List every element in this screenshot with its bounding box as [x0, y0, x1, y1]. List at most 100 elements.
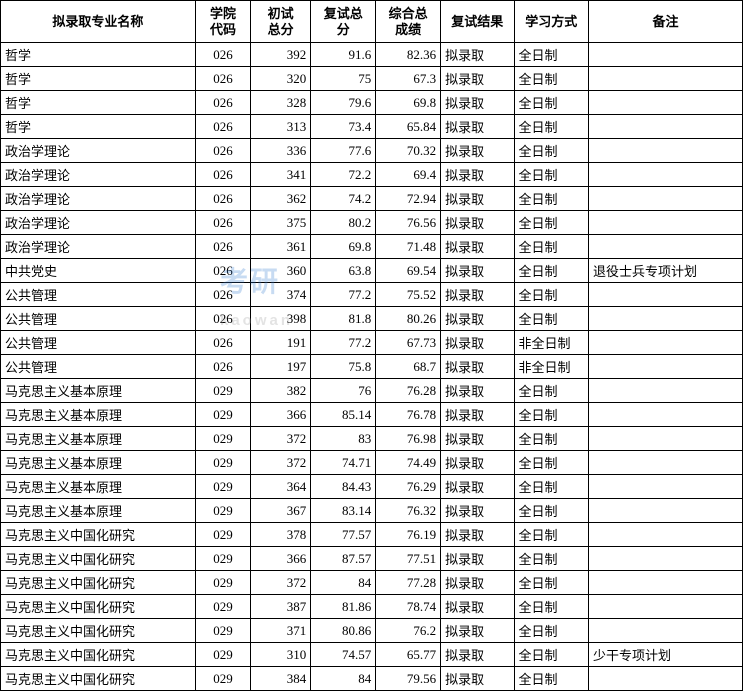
table-cell: 71.48: [376, 235, 441, 259]
table-cell: 029: [195, 667, 250, 691]
table-cell: 马克思主义中国化研究: [1, 595, 196, 619]
table-cell: 72.94: [376, 187, 441, 211]
table-cell: 拟录取: [441, 235, 514, 259]
table-row: 马克思主义中国化研究02938781.8678.74拟录取全日制: [1, 595, 743, 619]
table-cell: 67.3: [376, 67, 441, 91]
table-cell: 拟录取: [441, 43, 514, 67]
table-cell: 361: [251, 235, 311, 259]
table-cell: 政治学理论: [1, 211, 196, 235]
table-cell: 026: [195, 43, 250, 67]
table-body: 哲学02639291.682.36拟录取全日制哲学0263207567.3拟录取…: [1, 43, 743, 691]
table-cell: 全日制: [514, 163, 589, 187]
table-cell: 77.2: [311, 283, 376, 307]
table-cell: 029: [195, 571, 250, 595]
table-cell: 马克思主义基本原理: [1, 427, 196, 451]
table-cell: 拟录取: [441, 283, 514, 307]
table-cell: 82.36: [376, 43, 441, 67]
table-cell: 少干专项计划: [589, 643, 743, 667]
table-cell: 364: [251, 475, 311, 499]
table-cell: 拟录取: [441, 595, 514, 619]
table-cell: [589, 283, 743, 307]
table-cell: 029: [195, 595, 250, 619]
table-cell: 197: [251, 355, 311, 379]
table-cell: [589, 595, 743, 619]
table-row: 马克思主义中国化研究0293728477.28拟录取全日制: [1, 571, 743, 595]
table-cell: 320: [251, 67, 311, 91]
table-cell: 全日制: [514, 139, 589, 163]
table-cell: 69.8: [311, 235, 376, 259]
table-cell: 029: [195, 523, 250, 547]
table-row: 公共管理02619177.267.73拟录取非全日制: [1, 331, 743, 355]
table-cell: 67.73: [376, 331, 441, 355]
table-row: 中共党史02636063.869.54拟录取全日制退役士兵专项计划: [1, 259, 743, 283]
table-cell: 029: [195, 475, 250, 499]
table-cell: 026: [195, 91, 250, 115]
table-cell: 马克思主义基本原理: [1, 499, 196, 523]
table-cell: 026: [195, 259, 250, 283]
table-cell: 拟录取: [441, 355, 514, 379]
table-cell: 拟录取: [441, 91, 514, 115]
table-cell: 026: [195, 283, 250, 307]
table-cell: 70.32: [376, 139, 441, 163]
table-cell: 拟录取: [441, 523, 514, 547]
table-cell: 公共管理: [1, 307, 196, 331]
table-cell: 政治学理论: [1, 139, 196, 163]
table-cell: 全日制: [514, 283, 589, 307]
table-cell: 69.54: [376, 259, 441, 283]
table-row: 哲学0263207567.3拟录取全日制: [1, 67, 743, 91]
table-cell: 029: [195, 379, 250, 403]
table-row: 政治学理论02636274.272.94拟录取全日制: [1, 187, 743, 211]
table-cell: 76.98: [376, 427, 441, 451]
table-cell: 029: [195, 451, 250, 475]
table-cell: 非全日制: [514, 331, 589, 355]
table-cell: 全日制: [514, 307, 589, 331]
table-cell: 80.2: [311, 211, 376, 235]
header-cell: 复试总分: [311, 1, 376, 43]
table-cell: 拟录取: [441, 667, 514, 691]
table-cell: 74.49: [376, 451, 441, 475]
table-cell: 73.4: [311, 115, 376, 139]
table-cell: 全日制: [514, 187, 589, 211]
table-cell: 029: [195, 547, 250, 571]
table-cell: 378: [251, 523, 311, 547]
table-cell: 026: [195, 187, 250, 211]
table-cell: 公共管理: [1, 283, 196, 307]
header-cell: 综合总成绩: [376, 1, 441, 43]
table-cell: 全日制: [514, 667, 589, 691]
table-cell: 83: [311, 427, 376, 451]
table-cell: 310: [251, 643, 311, 667]
table-cell: [589, 139, 743, 163]
table-cell: 84: [311, 571, 376, 595]
table-cell: 77.51: [376, 547, 441, 571]
table-cell: [589, 475, 743, 499]
table-row: 马克思主义基本原理02936685.1476.78拟录取全日制: [1, 403, 743, 427]
table-cell: 366: [251, 547, 311, 571]
table-row: 政治学理论02634172.269.4拟录取全日制: [1, 163, 743, 187]
table-cell: 026: [195, 331, 250, 355]
table-cell: 拟录取: [441, 259, 514, 283]
table-cell: 哲学: [1, 67, 196, 91]
header-cell: 复试结果: [441, 1, 514, 43]
table-cell: 全日制: [514, 235, 589, 259]
table-cell: 马克思主义中国化研究: [1, 547, 196, 571]
table-row: 马克思主义中国化研究02936687.5777.51拟录取全日制: [1, 547, 743, 571]
table-cell: 026: [195, 355, 250, 379]
table-cell: [589, 211, 743, 235]
table-cell: 341: [251, 163, 311, 187]
table-cell: 77.2: [311, 331, 376, 355]
table-cell: 拟录取: [441, 307, 514, 331]
table-cell: 75: [311, 67, 376, 91]
table-cell: 81.86: [311, 595, 376, 619]
table-cell: 026: [195, 115, 250, 139]
table-cell: 全日制: [514, 571, 589, 595]
table-cell: 全日制: [514, 115, 589, 139]
table-cell: [589, 67, 743, 91]
table-cell: 全日制: [514, 547, 589, 571]
table-row: 马克思主义基本原理02936783.1476.32拟录取全日制: [1, 499, 743, 523]
table-row: 马克思主义基本原理0293728376.98拟录取全日制: [1, 427, 743, 451]
table-cell: 马克思主义中国化研究: [1, 619, 196, 643]
table-cell: 87.57: [311, 547, 376, 571]
table-cell: 191: [251, 331, 311, 355]
table-cell: 81.8: [311, 307, 376, 331]
table-cell: 026: [195, 235, 250, 259]
